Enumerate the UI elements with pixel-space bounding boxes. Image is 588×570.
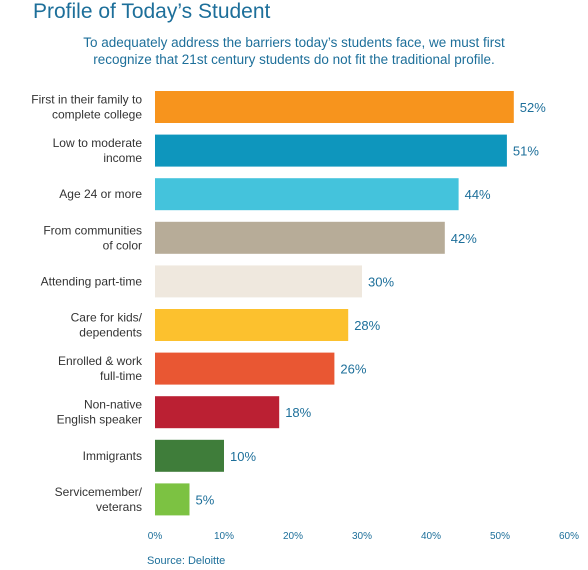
category-label-9-line-1: veterans [96,500,142,514]
bar-4 [155,265,362,298]
bar-3 [155,221,445,254]
x-tick-label-1: 10% [214,531,234,542]
chart-title: Profile of Today’s Student [33,0,271,23]
bar-2 [155,178,459,211]
value-label-9: 5% [196,492,215,507]
category-label-8-line-0: Immigrants [83,449,142,463]
value-label-0: 52% [520,100,546,115]
value-label-5: 28% [354,318,380,333]
bar-0 [155,91,514,123]
value-label-7: 18% [285,405,311,420]
bar-8 [155,439,224,472]
subtitle-line-1: To adequately address the barriers today… [83,35,505,50]
value-label-8: 10% [230,449,256,464]
bar-1 [155,134,507,167]
chart-subtitle: To adequately address the barriers today… [0,34,588,68]
bar-7 [155,396,280,429]
x-tick-label-5: 50% [490,531,510,542]
category-label-0-line-1: complete college [52,108,142,122]
category-label-6-line-1: full-time [100,369,142,383]
value-label-3: 42% [451,231,477,246]
value-label-6: 26% [340,362,366,377]
value-label-1: 51% [513,144,539,159]
category-label-3-line-1: of color [103,238,142,252]
bar-9 [155,483,190,516]
category-label-7-line-0: Non-native [84,398,142,412]
x-tick-label-4: 40% [421,531,441,542]
category-label-6-line-0: Enrolled & work [58,354,143,368]
category-label-1-line-1: income [103,151,142,165]
category-label-9-line-0: Servicemember/ [55,485,143,499]
category-label-7-line-1: English speaker [57,413,142,427]
subtitle-line-2: recognize that 21st century students do … [93,52,495,67]
category-label-4-line-0: Attending part-time [41,274,143,288]
category-label-0-line-0: First in their family to [31,93,142,107]
bar-6 [155,352,335,385]
x-tick-label-0: 0% [148,531,163,542]
category-label-1-line-0: Low to moderate [53,136,143,150]
x-tick-label-6: 60% [559,531,579,542]
x-tick-label-2: 20% [283,531,303,542]
category-label-5-line-0: Care for kids/ [71,311,143,325]
value-label-2: 44% [465,187,491,202]
x-tick-label-3: 30% [352,531,372,542]
source-note: Source: Deloitte [147,555,226,567]
value-label-4: 30% [368,274,394,289]
category-label-3-line-0: From communities [43,223,142,237]
category-label-5-line-1: dependents [79,326,142,340]
category-label-2-line-0: Age 24 or more [59,187,142,201]
bar-5 [155,309,349,341]
